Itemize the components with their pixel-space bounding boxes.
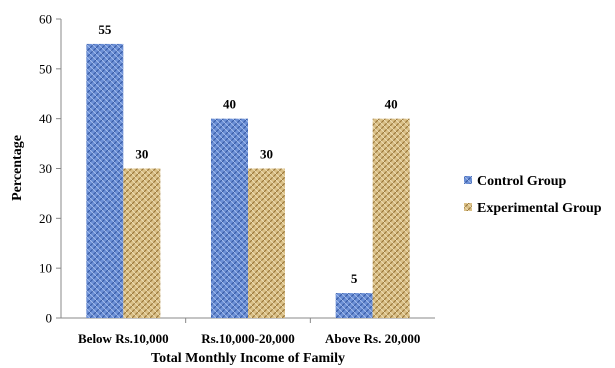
data-label: 40 (223, 97, 236, 112)
y-tick-label: 10 (39, 261, 52, 276)
y-axis-title: Percentage (10, 135, 25, 201)
control-group-bar (86, 43, 124, 319)
y-tick-labels: 0 10 20 30 40 50 60 (39, 12, 61, 326)
bars (86, 43, 410, 319)
category-label: Above Rs. 20,000 (325, 331, 420, 346)
y-axis: 0 10 20 30 40 50 60 (39, 12, 62, 326)
legend-swatch-control (464, 176, 472, 184)
y-tick-label: 30 (39, 161, 52, 176)
y-tick-label: 0 (46, 311, 53, 326)
control-group-bar (211, 118, 248, 319)
legend-swatch-experimental (464, 203, 472, 211)
experimental-group-bar (248, 168, 285, 318)
category-label: Below Rs.10,000 (78, 331, 169, 346)
category-label: Rs.10,000-20,000 (201, 331, 295, 346)
data-label: 30 (260, 147, 273, 162)
y-tick-label: 20 (39, 211, 52, 226)
data-label: 5 (351, 271, 358, 286)
x-axis: Below Rs.10,000 Rs.10,000-20,000 Above Rs.… (61, 317, 435, 346)
data-labels: 55 40 5 30 30 40 (98, 22, 397, 286)
control-group-bar (335, 293, 373, 318)
legend-label-control: Control Group (477, 174, 567, 189)
legend-label-experimental: Experimental Group (477, 201, 602, 216)
legend: Control Group Experimental Group (464, 174, 602, 216)
data-label: 55 (98, 22, 112, 37)
y-tick-label: 50 (39, 61, 52, 76)
x-axis-title: Total Monthly Income of Family (151, 351, 345, 366)
data-label: 30 (135, 147, 148, 162)
experimental-group-bar (372, 118, 410, 319)
experimental-group-bar (123, 168, 161, 318)
y-tick-label: 60 (39, 12, 52, 27)
y-tick-label: 40 (39, 111, 52, 126)
category-labels: Below Rs.10,000 Rs.10,000-20,000 Above Rs.… (78, 318, 420, 346)
data-label: 40 (385, 97, 398, 112)
